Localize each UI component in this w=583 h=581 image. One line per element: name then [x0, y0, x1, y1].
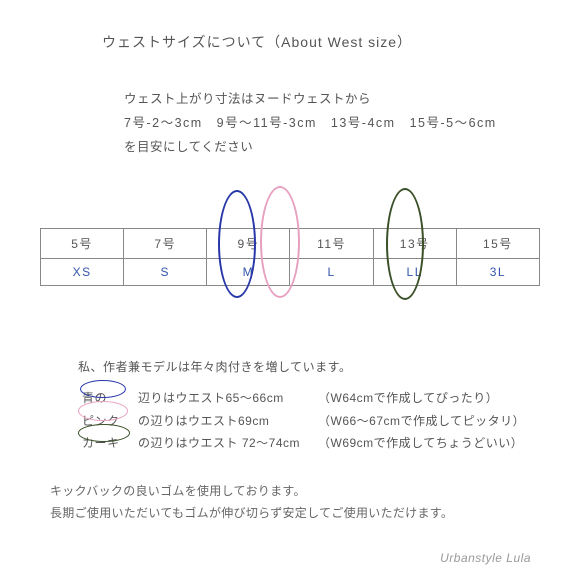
color-label: ピンク — [78, 410, 138, 433]
color-line-khaki: カーキ の辺りはウエスト 72～74cm （W69cmで作成してちょうどいい） — [78, 432, 525, 455]
table-row: XS S M L LL 3L — [41, 259, 540, 286]
bottom-block: キックバックの良いゴムを使用しております。 長期ご使用いただいてもゴムが伸び切ら… — [50, 480, 453, 524]
brand-label: Urbanstyle Lula — [440, 551, 531, 565]
bottom-line2: 長期ご使用いただいてもゴムが伸び切らず安定してご使用いただけます。 — [50, 502, 453, 524]
color-range: の辺りはウエスト69cm — [138, 410, 318, 433]
size-table-wrap: 5号 7号 9号 11号 13号 15号 XS S M L LL 3L — [40, 228, 540, 286]
intro-line1: ウェスト上がり寸法はヌードウェストから — [124, 88, 497, 112]
intsize-cell: 3L — [456, 259, 539, 286]
intsize-cell: LL — [373, 259, 456, 286]
jpsize-cell: 11号 — [290, 229, 373, 259]
note-block: 私、作者兼モデルは年々肉付きを増しています。 青の 辺りはウエスト65～66cm… — [78, 356, 525, 455]
bottom-line1: キックバックの良いゴムを使用しております。 — [50, 480, 453, 502]
jpsize-cell: 13号 — [373, 229, 456, 259]
jpsize-cell: 9号 — [207, 229, 290, 259]
jpsize-cell: 7号 — [124, 229, 207, 259]
intro-sizes: 7号-2～3cm 9号～11号-3cm 13号-4cm 15号-5～6cm — [124, 112, 497, 136]
color-line-pink: ピンク の辺りはウエスト69cm （W66～67cmで作成してピッタリ） — [78, 410, 525, 433]
color-range: 辺りはウエスト65～66cm — [138, 387, 318, 410]
page-title: ウェストサイズについて（About West size） — [102, 32, 412, 52]
color-made: （W69cmで作成してちょうどいい） — [318, 432, 523, 455]
color-label: カーキ — [78, 432, 138, 455]
color-made: （W64cmで作成してぴったり） — [318, 387, 498, 410]
color-made: （W66～67cmで作成してピッタリ） — [318, 410, 525, 433]
color-lines: 青の 辺りはウエスト65～66cm （W64cmで作成してぴったり） ピンク の… — [78, 387, 525, 455]
table-row: 5号 7号 9号 11号 13号 15号 — [41, 229, 540, 259]
color-label: 青の — [78, 387, 138, 410]
color-range: の辺りはウエスト 72～74cm — [138, 432, 318, 455]
intsize-cell: S — [124, 259, 207, 286]
intro-line2: を目安にしてください — [124, 136, 497, 160]
jpsize-cell: 5号 — [41, 229, 124, 259]
note-intro: 私、作者兼モデルは年々肉付きを増しています。 — [78, 356, 525, 379]
size-table: 5号 7号 9号 11号 13号 15号 XS S M L LL 3L — [40, 228, 540, 286]
intsize-cell: M — [207, 259, 290, 286]
intsize-cell: XS — [41, 259, 124, 286]
jpsize-cell: 15号 — [456, 229, 539, 259]
intro-block: ウェスト上がり寸法はヌードウェストから 7号-2～3cm 9号～11号-3cm … — [124, 88, 497, 159]
color-line-blue: 青の 辺りはウエスト65～66cm （W64cmで作成してぴったり） — [78, 387, 525, 410]
intsize-cell: L — [290, 259, 373, 286]
